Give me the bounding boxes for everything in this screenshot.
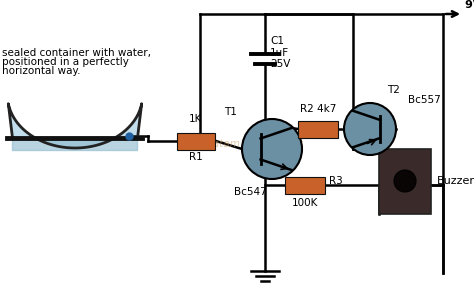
- Text: C1: C1: [270, 36, 284, 46]
- Bar: [177, 132, 215, 150]
- Text: horizontal way.: horizontal way.: [2, 66, 81, 76]
- Text: Buzzer: Buzzer: [437, 176, 474, 186]
- Bar: [379, 148, 431, 213]
- Circle shape: [242, 119, 302, 179]
- Text: swagatam innovations: swagatam innovations: [186, 139, 304, 149]
- Text: 1uF: 1uF: [270, 48, 289, 58]
- Text: Bc547: Bc547: [234, 187, 266, 197]
- Text: 25V: 25V: [270, 59, 291, 69]
- Polygon shape: [9, 104, 142, 148]
- Bar: [285, 176, 325, 194]
- Text: 100K: 100K: [292, 197, 318, 207]
- Text: T1: T1: [224, 107, 237, 117]
- Text: 1K: 1K: [189, 114, 203, 125]
- Text: R3: R3: [329, 176, 343, 186]
- Text: sealed container with water,: sealed container with water,: [2, 48, 151, 58]
- Text: R2 4k7: R2 4k7: [300, 104, 336, 114]
- Text: Bc557: Bc557: [408, 95, 441, 105]
- Text: T2: T2: [388, 85, 401, 95]
- Text: 9V DC: 9V DC: [465, 0, 474, 10]
- Text: R1: R1: [189, 151, 203, 162]
- Bar: [298, 120, 338, 138]
- Circle shape: [344, 103, 396, 155]
- Text: positioned in a perfectly: positioned in a perfectly: [2, 57, 129, 67]
- Circle shape: [394, 170, 416, 192]
